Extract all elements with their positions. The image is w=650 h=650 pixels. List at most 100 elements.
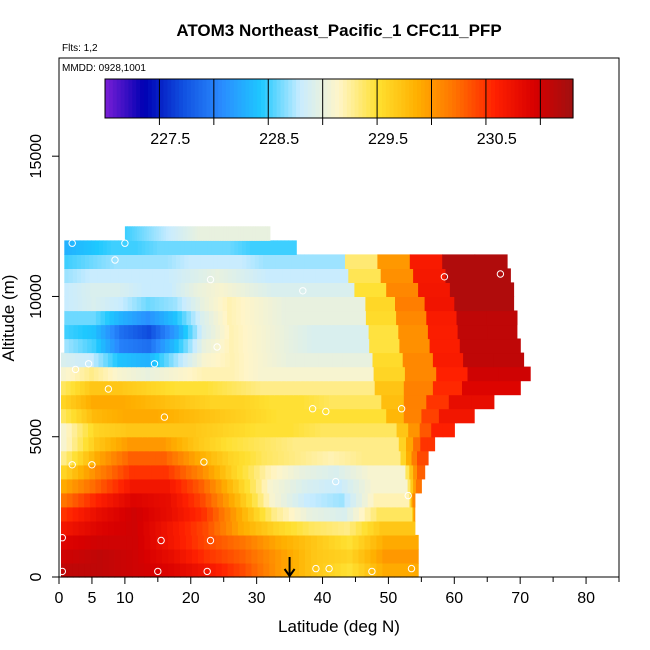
heatmap-cell: [233, 422, 240, 438]
heatmap-cell: [283, 506, 290, 522]
heatmap-cell: [64, 282, 70, 297]
heatmap-cell: [326, 520, 333, 536]
heatmap-cell: [342, 366, 375, 382]
heatmap-cell: [364, 548, 372, 564]
heatmap-cell: [276, 366, 282, 382]
heatmap-cell: [305, 464, 312, 480]
heatmap-cell: [114, 268, 120, 283]
heatmap-cell: [420, 436, 428, 452]
heatmap-cell: [394, 534, 401, 550]
colorbar-segment: [163, 79, 168, 118]
heatmap-cell: [267, 352, 273, 368]
heatmap-cell: [87, 324, 93, 340]
heatmap-cell: [201, 506, 208, 522]
heatmap-cell: [284, 478, 291, 494]
heatmap-cell: [144, 548, 151, 564]
heatmap-cell: [85, 268, 90, 283]
heatmap-cell: [385, 492, 392, 508]
colorbar-segment: [261, 79, 266, 118]
heatmap-cell: [166, 506, 173, 522]
heatmap-cell: [189, 380, 195, 396]
heatmap-cell: [170, 492, 178, 508]
heatmap-cell: [89, 478, 96, 494]
heatmap-cell: [218, 296, 224, 312]
heatmap-cell: [102, 408, 108, 424]
heatmap-cell: [260, 380, 266, 396]
heatmap-cell: [82, 310, 88, 326]
heatmap-cell: [477, 268, 511, 283]
heatmap-cell: [209, 296, 215, 312]
heatmap-cell: [90, 394, 97, 410]
heatmap-cell: [343, 408, 349, 424]
heatmap-cell: [171, 436, 178, 452]
heatmap-cell: [261, 408, 267, 424]
heatmap-cell: [333, 394, 340, 410]
heatmap-cell: [211, 240, 216, 255]
heatmap-cell: [146, 324, 152, 340]
heatmap-cell: [329, 324, 335, 340]
heatmap-cell: [188, 240, 193, 255]
heatmap-cell: [163, 422, 170, 438]
colorbar-frame: [104, 78, 574, 119]
heatmap-cell: [305, 563, 312, 578]
heatmap-cell: [108, 563, 116, 578]
heatmap-cell: [72, 506, 80, 522]
heatmap-cell: [330, 478, 337, 494]
colorbar-segment: [300, 79, 305, 118]
heatmap-cell: [498, 366, 531, 382]
colorbar-segment: [553, 79, 558, 118]
heatmap-cell: [181, 296, 187, 312]
sample-point: [200, 458, 208, 466]
heatmap-cell: [151, 324, 157, 340]
heatmap-cell: [132, 548, 139, 564]
heatmap-cell: [320, 436, 327, 452]
heatmap-cell: [463, 352, 494, 368]
heatmap-cell: [84, 366, 90, 382]
heatmap-cell: [163, 296, 169, 312]
x-tick-label: 70: [511, 590, 529, 607]
heatmap-cell: [267, 226, 271, 241]
heatmap-cell: [191, 240, 197, 255]
heatmap-cell: [299, 394, 305, 410]
heatmap-cell: [96, 534, 104, 550]
heatmap-cell: [169, 422, 175, 438]
heatmap-cell: [159, 282, 164, 297]
colorbar-segment: [498, 79, 504, 118]
heatmap-cell: [140, 394, 146, 410]
heatmap-cell: [244, 394, 251, 410]
heatmap-cell: [68, 310, 74, 326]
heatmap-cell: [79, 352, 85, 368]
heatmap-cell: [77, 450, 84, 466]
heatmap-cell: [249, 520, 257, 536]
heatmap-cell: [276, 296, 282, 312]
heatmap-cell: [90, 548, 98, 564]
heatmap-cell: [149, 240, 154, 255]
heatmap-cell: [329, 394, 335, 410]
colorbar-segment: [315, 79, 321, 118]
heatmap-cell: [300, 254, 305, 269]
heatmap-cell: [64, 268, 70, 283]
heatmap-cell: [61, 450, 68, 466]
heatmap-cell: [158, 478, 165, 494]
heatmap-cell: [223, 422, 229, 438]
heatmap-cell: [180, 563, 187, 578]
heatmap-cell: [214, 520, 221, 536]
heatmap-cell: [239, 450, 246, 466]
heatmap-cell: [180, 464, 187, 480]
heatmap-cell: [173, 268, 179, 283]
sample-point: [157, 536, 165, 545]
heatmap-cell: [66, 548, 74, 564]
x-tick-label: 50: [380, 590, 398, 607]
heatmap-cell: [196, 366, 203, 382]
heatmap-cell: [356, 450, 363, 466]
heatmap-cell: [245, 240, 251, 255]
heatmap-cell: [272, 310, 278, 326]
heatmap-cell: [225, 366, 231, 382]
heatmap-cell: [137, 282, 143, 297]
heatmap-cell: [293, 464, 300, 480]
heatmap-cell: [204, 408, 211, 424]
heatmap-cell: [353, 394, 360, 410]
heatmap-cell: [293, 422, 300, 438]
heatmap-cell: [183, 324, 189, 340]
heatmap-cell: [214, 408, 221, 424]
